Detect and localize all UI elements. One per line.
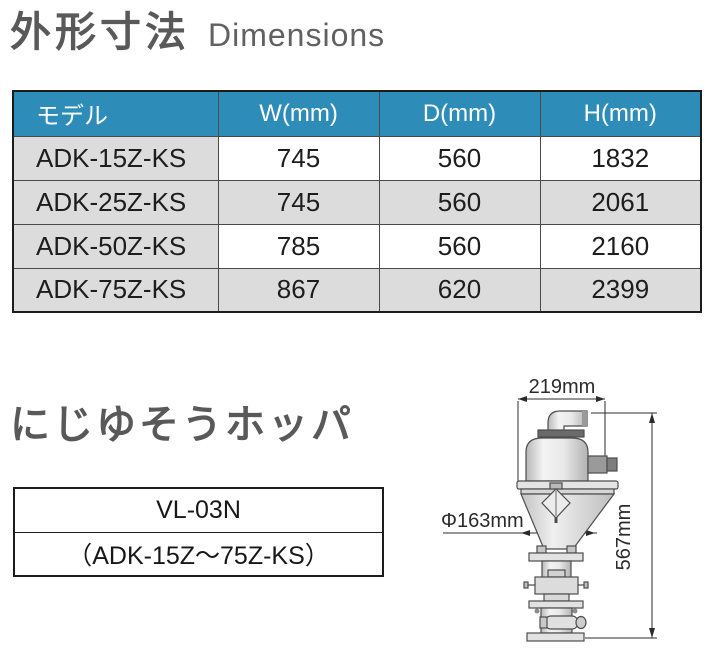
table-header-row: モデル W(mm) D(mm) H(mm) xyxy=(12,90,702,137)
dimension-diameter: Φ163mm xyxy=(441,510,597,536)
dimensions-table: モデル W(mm) D(mm) H(mm) ADK-15Z-KS 745 560… xyxy=(12,90,702,313)
cell-height: 2061 xyxy=(539,179,702,225)
cell-model: ADK-25Z-KS xyxy=(12,179,219,225)
elbow-pipe-end xyxy=(582,411,587,426)
neck-pipe-lower xyxy=(543,593,570,602)
hopper-model-table: VL-03N （ADK-15Z～75Z-KS） xyxy=(13,487,384,577)
side-outlet xyxy=(587,455,608,474)
cell-model: ADK-50Z-KS xyxy=(12,223,219,269)
column-header-width: W(mm) xyxy=(217,90,380,137)
flange-plate xyxy=(528,552,584,562)
cell-depth: 560 xyxy=(378,223,541,269)
hopper-section-heading: にじゆそうホッパ xyxy=(10,403,354,447)
collar-flange xyxy=(516,480,619,490)
table-row: ADK-50Z-KS 785 560 2160 xyxy=(12,223,702,269)
table-row: ADK-15Z-KS 745 560 1832 xyxy=(12,135,702,181)
cell-height: 2160 xyxy=(539,223,702,269)
column-header-depth: D(mm) xyxy=(378,90,541,137)
cell-height: 1832 xyxy=(539,135,702,181)
table-row: ADK-75Z-KS 867 620 2399 xyxy=(12,267,702,313)
cell-width: 745 xyxy=(217,179,380,225)
page-title-japanese: 外形寸法 xyxy=(10,9,190,55)
cell-depth: 560 xyxy=(378,135,541,181)
dimension-height: 567mm xyxy=(585,412,657,639)
cell-width: 785 xyxy=(217,223,380,269)
table-row: ADK-25Z-KS 745 560 2061 xyxy=(12,179,702,225)
column-header-height: H(mm) xyxy=(539,90,702,137)
table-row: （ADK-15Z～75Z-KS） xyxy=(13,531,384,577)
bottom-flange xyxy=(526,632,585,642)
hopper-diagram: 219mm 567mm Φ163mm xyxy=(441,376,657,642)
cell-height: 2399 xyxy=(539,267,702,313)
coupling-left-block xyxy=(539,616,548,629)
clamp-pin-left-end xyxy=(523,581,529,589)
hopper-body-drawing xyxy=(516,410,619,642)
clamp-body xyxy=(534,576,579,595)
bolt-nut xyxy=(536,545,547,554)
clamp-pin-right-end xyxy=(583,581,589,589)
hopper-model-name: VL-03N xyxy=(13,487,384,533)
cell-model: ADK-15Z-KS xyxy=(12,135,219,181)
clamp-top-box xyxy=(547,569,566,578)
cell-model: ADK-75Z-KS xyxy=(12,267,219,313)
hopper-model-range: （ADK-15Z～75Z-KS） xyxy=(13,531,384,577)
bolt-dot xyxy=(572,608,578,614)
page-title-english: Dimensions xyxy=(208,17,386,53)
column-header-model: モデル xyxy=(12,90,219,137)
cell-depth: 620 xyxy=(378,267,541,313)
page-header: 外形寸法 Dimensions xyxy=(10,8,385,57)
coupling-end xyxy=(575,615,587,630)
cell-width: 745 xyxy=(217,135,380,181)
diameter-label: Φ163mm xyxy=(441,510,524,532)
dimension-top-width: 219mm xyxy=(517,376,606,482)
lid xyxy=(537,429,585,438)
main-body xyxy=(525,437,589,482)
bolt-dot xyxy=(534,608,540,614)
coupling-clamp xyxy=(544,615,579,630)
cell-depth: 560 xyxy=(378,179,541,225)
cell-width: 867 xyxy=(217,267,380,313)
top-width-label: 219mm xyxy=(529,376,596,398)
flange-plate xyxy=(528,600,584,609)
valve-cap xyxy=(549,482,563,490)
collar-lip xyxy=(520,488,615,495)
height-label: 567mm xyxy=(613,504,635,571)
side-outlet-end xyxy=(606,457,618,472)
bolt-nut xyxy=(566,545,577,554)
table-row: VL-03N xyxy=(13,487,384,533)
